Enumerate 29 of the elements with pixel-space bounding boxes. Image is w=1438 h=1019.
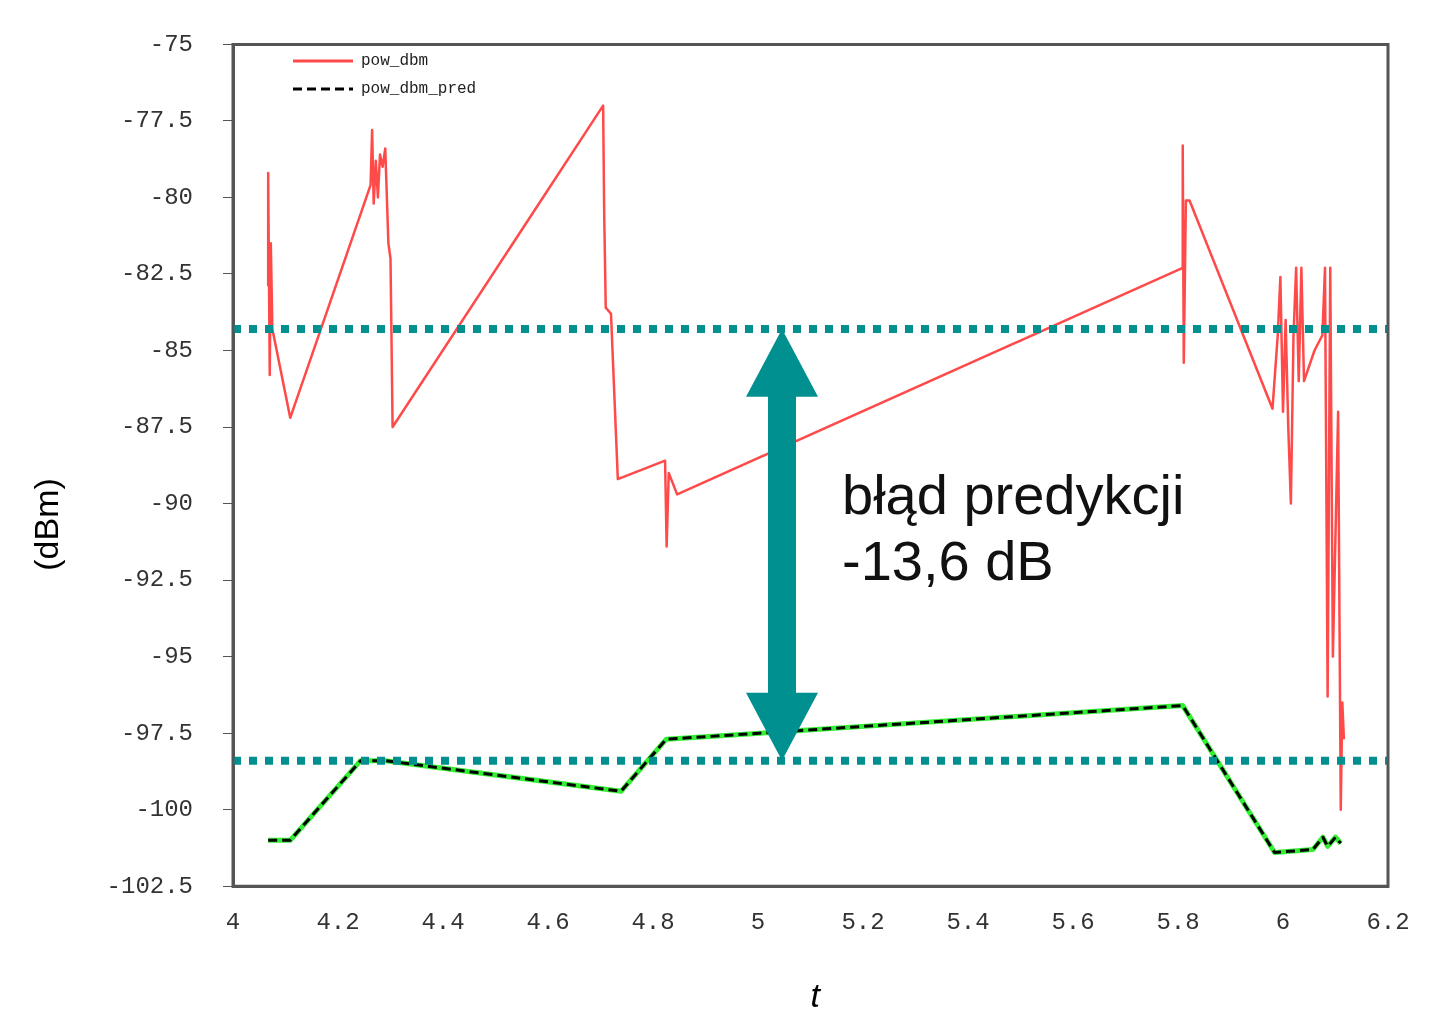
y-tick-label: -95	[149, 642, 193, 670]
legend-label: pow_dbm	[361, 52, 430, 71]
y-tick-label: -82.5	[120, 260, 193, 288]
x-tick-label: 4	[225, 908, 241, 936]
x-tick-label: 4.4	[421, 908, 465, 936]
y-tick-label: -92.5	[120, 566, 193, 594]
y-tick-label: -100	[135, 796, 193, 824]
y-axis-title: (dBm)	[26, 478, 66, 572]
x-tick-label: 4.2	[316, 908, 360, 936]
x-tick-label: 5.6	[1051, 908, 1095, 936]
y-tick-label: -90	[149, 489, 193, 517]
x-tick-label: 5.4	[946, 908, 990, 936]
y-tick-label: -87.5	[120, 413, 193, 441]
y-tick-label: -85	[149, 336, 193, 364]
x-axis-title: t	[810, 976, 820, 1016]
x-tick-label: 6.2	[1366, 908, 1410, 936]
y-tick-label: -97.5	[120, 719, 193, 747]
annotation: błąd predykcji -13,6 dB	[842, 462, 1186, 594]
y-tick-label: -77.5	[120, 107, 193, 135]
x-tick-label: 5	[750, 908, 766, 936]
x-tick-label: 4.6	[526, 908, 570, 936]
x-tick-label: 6	[1275, 908, 1291, 936]
x-tick-label: 5.2	[841, 908, 885, 936]
y-tick-label: -75	[149, 30, 193, 58]
x-tick-label: 5.8	[1156, 908, 1200, 936]
legend-label: pow_dbm_pred	[361, 80, 477, 99]
y-tick-label: -102.5	[106, 872, 193, 900]
y-tick-label: -80	[149, 183, 193, 211]
x-tick-label: 4.8	[631, 908, 675, 936]
